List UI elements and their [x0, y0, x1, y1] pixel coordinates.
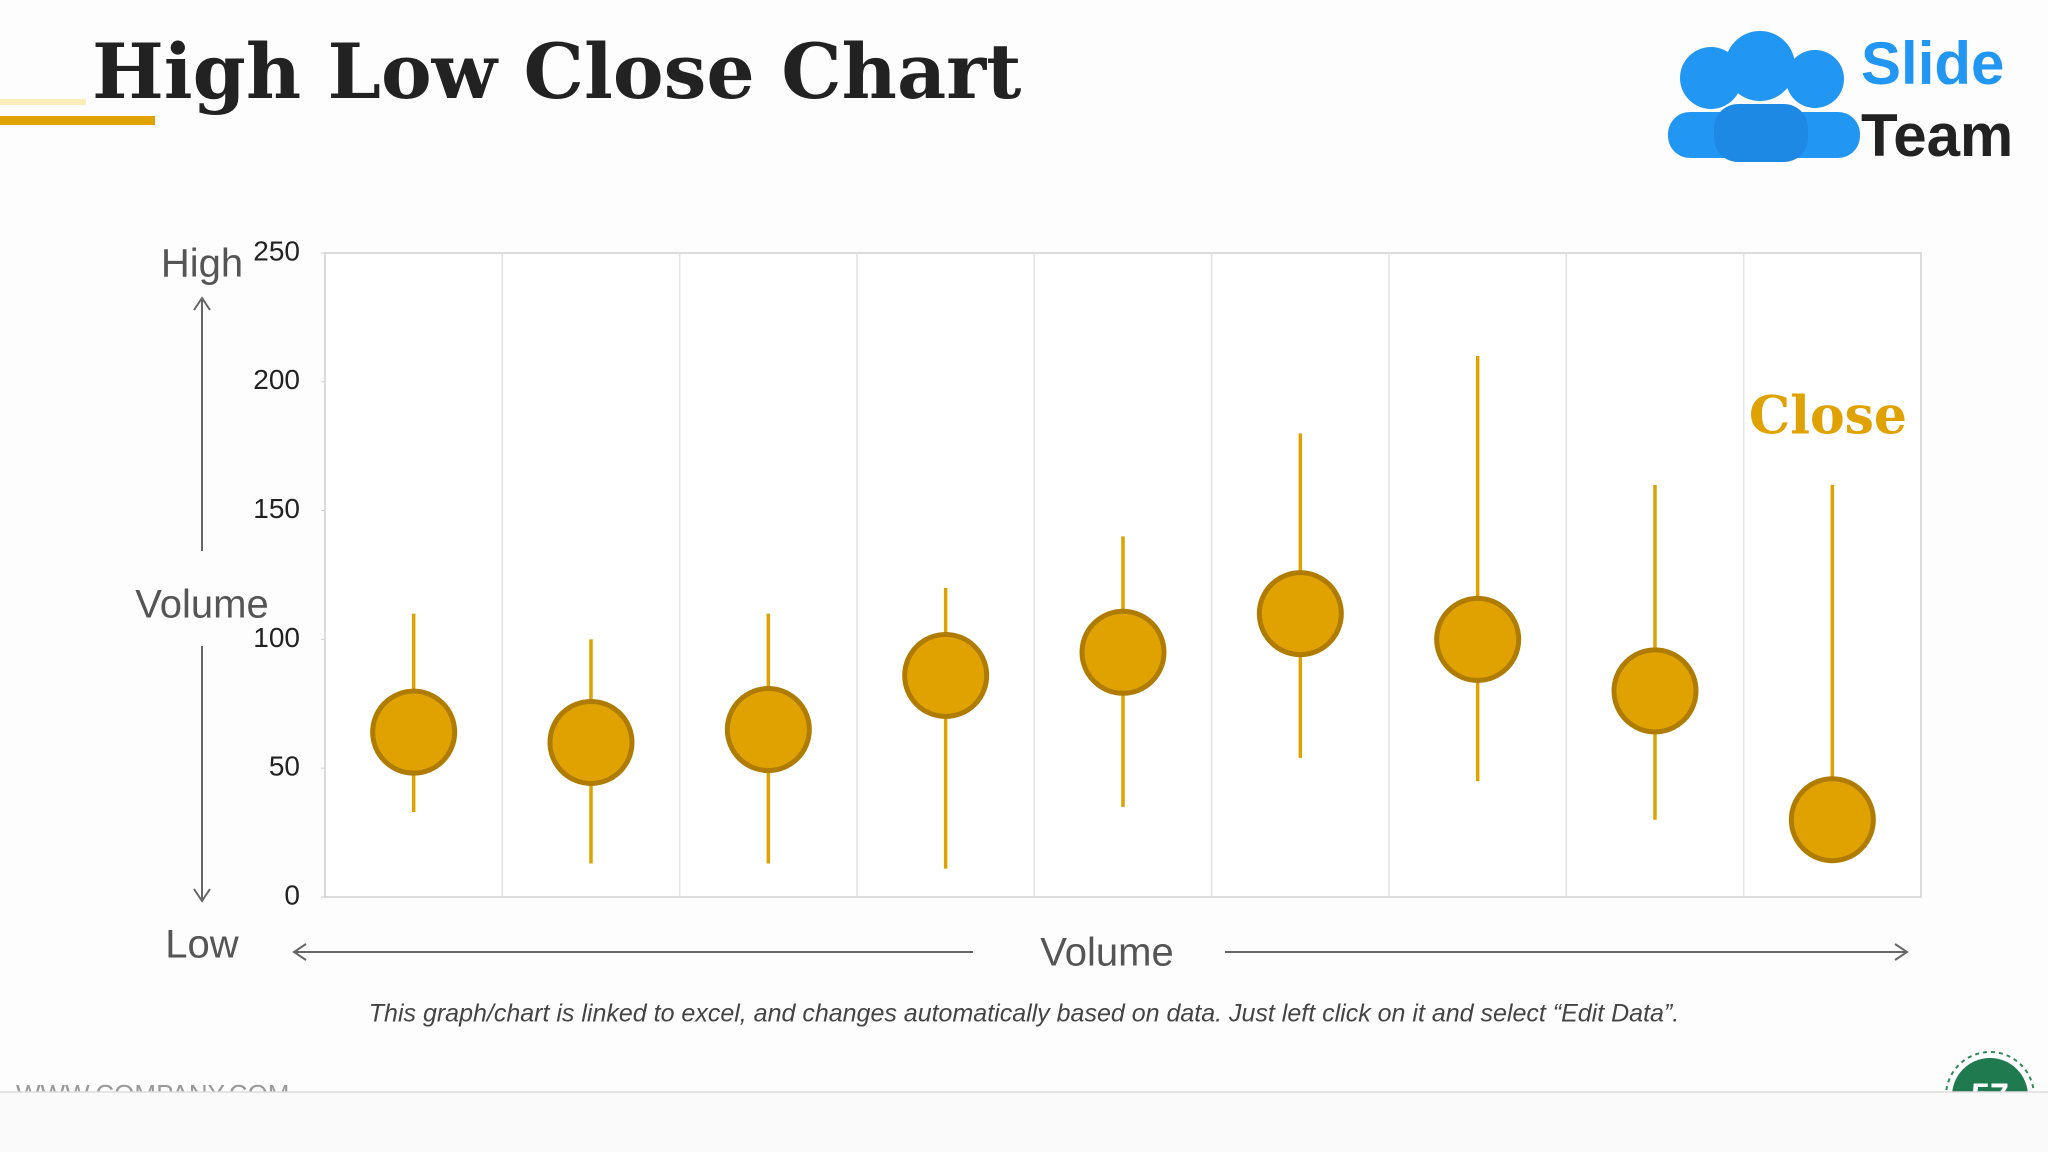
close-marker [1256, 570, 1344, 658]
logo-text: Team [1861, 102, 2013, 169]
close-marker [902, 631, 990, 719]
logo-text: Slide [1861, 30, 2004, 97]
close-marker [1434, 595, 1522, 683]
arrow-up [193, 296, 211, 551]
close-marker [724, 686, 812, 774]
y-tick-label: 0 [284, 879, 300, 910]
arrow-down [193, 646, 211, 903]
y-label-top: High [161, 242, 243, 286]
y-tick-label: 150 [253, 493, 300, 524]
accent-light [0, 99, 86, 105]
arrow-left [292, 943, 973, 961]
close-marker [1611, 647, 1699, 735]
y-tick-label: 250 [253, 235, 300, 266]
logo-head [1786, 50, 1844, 108]
close-marker [1788, 776, 1876, 864]
x-label: Volume [1040, 931, 1173, 975]
arrow-right [1225, 943, 1909, 961]
y-tick-label: 50 [269, 751, 300, 782]
logo-body [1714, 104, 1808, 162]
logo-head [1725, 31, 1795, 101]
y-label-bottom: Low [165, 923, 238, 967]
close-marker [1079, 608, 1167, 696]
logo: Slide Team [1668, 30, 2013, 169]
footer-strip [0, 1092, 2048, 1152]
close-marker [547, 698, 635, 786]
footnote: This graph/chart is linked to excel, and… [369, 1000, 1679, 1028]
y-tick-label: 100 [253, 622, 300, 653]
accent-bar [0, 116, 155, 125]
chart: 0 50 100 150 200 250 [253, 235, 1922, 910]
axis-arrows [193, 296, 1909, 961]
close-marker [370, 688, 458, 776]
slide-title: High Low Close Chart [92, 27, 1021, 116]
y-tick-label: 200 [253, 364, 300, 395]
y-label-middle: Volume [135, 583, 268, 627]
annotation: Close [1749, 386, 1907, 447]
